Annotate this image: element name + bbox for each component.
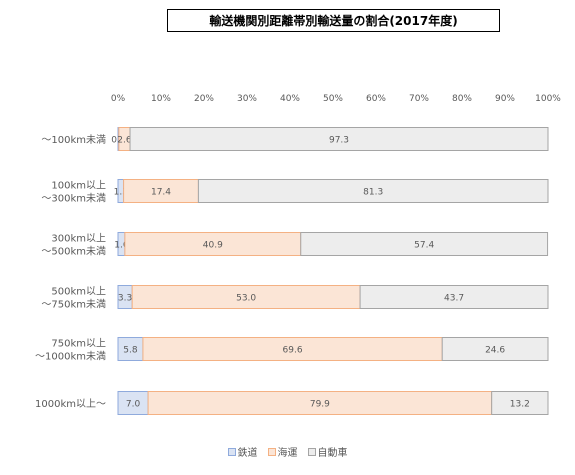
data-label: 69.6 xyxy=(283,346,303,356)
x-tick-label: 0% xyxy=(111,94,126,104)
category-label: 750km以上 xyxy=(51,338,106,350)
data-label: 1.6 xyxy=(114,241,129,251)
data-label: 3.3 xyxy=(118,294,132,304)
data-label: 43.7 xyxy=(444,294,464,304)
category-label: 100km以上 xyxy=(51,180,106,192)
category-label: ～300km未満 xyxy=(41,193,106,205)
data-label: 57.4 xyxy=(414,241,434,251)
legend-swatch xyxy=(267,447,276,456)
x-tick-label: 100% xyxy=(535,94,561,104)
category-label: 1000km以上～ xyxy=(35,398,106,410)
legend-label: 自動車 xyxy=(317,448,348,459)
data-label: 17.4 xyxy=(151,188,171,198)
x-tick-label: 70% xyxy=(409,94,429,104)
category-label: ～750km未満 xyxy=(41,299,106,311)
category-label: ～1000km未満 xyxy=(35,351,106,363)
x-tick-label: 40% xyxy=(280,94,300,104)
bar-segment xyxy=(197,179,549,203)
data-label: 79.9 xyxy=(310,400,330,410)
bar-segment xyxy=(300,232,549,256)
x-tick-label: 20% xyxy=(194,94,214,104)
x-tick-label: 60% xyxy=(366,94,386,104)
legend-label: 海運 xyxy=(277,448,298,459)
bar-segment xyxy=(441,337,549,361)
legend-swatch xyxy=(307,447,316,456)
chart-legend: 鉄道 海運 自動車 xyxy=(0,444,575,459)
legend-item: 鉄道 xyxy=(227,444,258,459)
data-label: 7.0 xyxy=(126,400,141,410)
x-tick-label: 80% xyxy=(452,94,472,104)
data-label: 2.6 xyxy=(117,136,132,146)
data-label: 97.3 xyxy=(329,136,349,146)
legend-item: 海運 xyxy=(267,444,298,459)
category-label: ～500km未満 xyxy=(41,246,106,258)
x-tick-label: 50% xyxy=(323,94,343,104)
data-label: 13.2 xyxy=(510,400,530,410)
category-label: 500km以上 xyxy=(51,286,106,298)
x-tick-label: 10% xyxy=(151,94,171,104)
data-label: 1.3 xyxy=(114,188,128,198)
legend-swatch xyxy=(227,447,236,456)
chart-title: 輸送機関別距離帯別輸送量の割合(2017年度) xyxy=(167,9,500,32)
category-label: 300km以上 xyxy=(51,233,106,245)
data-label: 53.0 xyxy=(236,294,256,304)
data-label: 40.9 xyxy=(203,241,223,251)
bar-segment xyxy=(359,285,549,309)
data-label: 81.3 xyxy=(363,188,383,198)
chart-title-text: 輸送機関別距離帯別輸送量の割合(2017年度) xyxy=(209,14,458,28)
x-tick-label: 90% xyxy=(495,94,515,104)
legend-item: 自動車 xyxy=(307,444,348,459)
bar-segment xyxy=(491,391,549,415)
data-label: 24.6 xyxy=(485,346,505,356)
bar-segment xyxy=(129,127,549,151)
data-label: 5.8 xyxy=(123,346,138,356)
legend-label: 鉄道 xyxy=(237,448,258,459)
x-tick-label: 30% xyxy=(237,94,257,104)
category-label: ～100km未満 xyxy=(41,134,106,146)
